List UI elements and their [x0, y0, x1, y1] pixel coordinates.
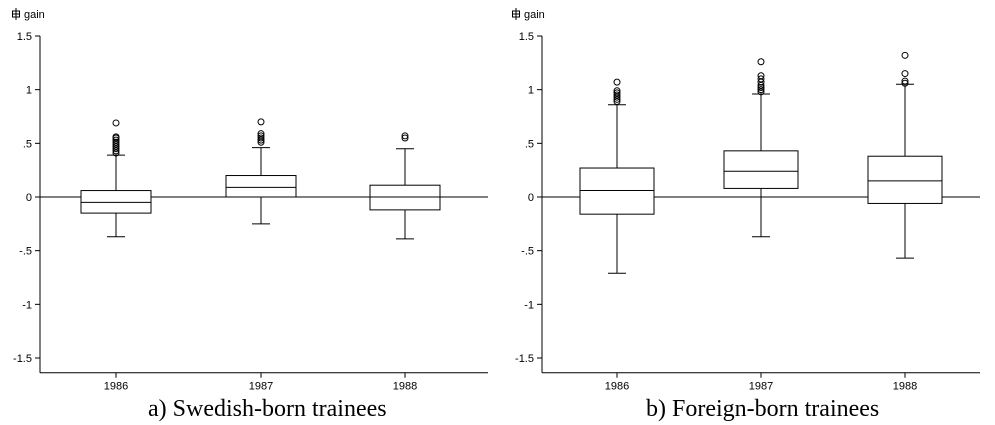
outlier-point: [112, 138, 120, 146]
iqr-box: [579, 167, 655, 215]
outlier-point: [901, 70, 909, 78]
iqr-box: [867, 155, 943, 204]
y-axis-title: gain: [512, 8, 545, 21]
y-axis-title: gain: [12, 8, 45, 21]
outlier-point: [901, 77, 909, 85]
y-tick-label: -1: [524, 299, 534, 311]
y-tick-label: 1.5: [17, 31, 32, 43]
y-tick-label: 0: [26, 192, 32, 204]
box-1986: [80, 119, 152, 238]
outlier-point: [257, 134, 265, 142]
y-axis-label: gain: [24, 9, 45, 21]
outlier-point: [401, 134, 409, 142]
iqr-box: [225, 175, 297, 198]
x-tick-label: 1988: [893, 381, 917, 393]
y-tick-label: .5: [23, 138, 32, 150]
box-plot-icon: [512, 8, 520, 20]
iqr-box: [80, 190, 152, 214]
outlier-point: [257, 118, 265, 126]
outlier-point: [901, 79, 909, 87]
outlier-point: [112, 136, 120, 144]
box-plot-icon: [12, 8, 20, 20]
outlier-point: [257, 130, 265, 138]
box-1986: [579, 78, 655, 274]
outlier-point: [613, 91, 621, 99]
box-1987: [225, 118, 297, 225]
outlier-point: [901, 51, 909, 59]
outlier-point: [112, 119, 120, 127]
y-tick-label: -1.5: [515, 353, 534, 365]
outlier-point: [757, 86, 765, 94]
y-tick-label: 0: [528, 192, 534, 204]
outlier-point: [257, 132, 265, 140]
y-tick-label: 1: [26, 85, 32, 97]
outlier-point: [757, 58, 765, 66]
y-tick-label: 1: [528, 85, 534, 97]
panel-caption: b) Foreign-born trainees: [646, 396, 880, 422]
x-tick-label: 1987: [249, 381, 273, 393]
outlier-point: [613, 78, 621, 86]
outlier-point: [613, 87, 621, 95]
outlier-point: [112, 133, 120, 141]
y-tick-label: .5: [525, 138, 534, 150]
outlier-point: [757, 72, 765, 80]
iqr-box: [369, 184, 441, 211]
y-tick-label: -.5: [521, 246, 534, 258]
y-tick-label: -1.5: [13, 353, 32, 365]
outlier-point: [613, 89, 621, 97]
box-1988: [867, 51, 943, 259]
x-tick-label: 1986: [605, 381, 629, 393]
chart-panel-swedish-born: gain 1.5 1.5 0 -.5 -1 -1.5 1986 1987 1988 a) Swed…: [0, 0, 490, 425]
chart-panel-foreign-born: gain 1.5 1.5 0 -.5 -1 -1.5 1986 1987 1988 b) Fore…: [500, 0, 995, 425]
x-tick-label: 1986: [104, 381, 128, 393]
iqr-box: [723, 150, 799, 189]
outlier-point: [401, 132, 409, 140]
outlier-point: [757, 75, 765, 83]
box-1987: [723, 58, 799, 238]
x-tick-label: 1988: [393, 381, 417, 393]
box-1988: [369, 132, 441, 240]
x-tick-label: 1987: [749, 381, 773, 393]
y-tick-label: 1.5: [519, 31, 534, 43]
y-axis-label: gain: [524, 9, 545, 21]
panel-caption: a) Swedish-born trainees: [148, 396, 387, 422]
y-tick-label: -1: [22, 299, 32, 311]
y-tick-label: -.5: [19, 246, 32, 258]
outlier-point: [757, 84, 765, 92]
